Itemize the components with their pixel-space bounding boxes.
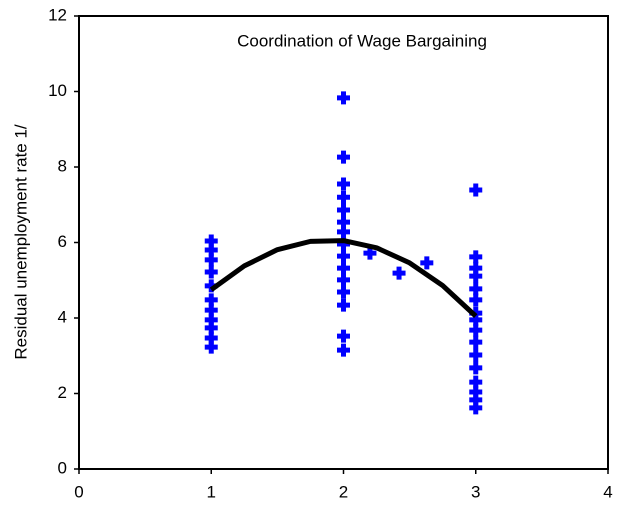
scatter-point bbox=[204, 253, 218, 267]
scatter-point bbox=[204, 234, 218, 248]
scatter-point bbox=[469, 250, 483, 264]
scatter-point bbox=[337, 203, 350, 217]
scatter-point bbox=[337, 190, 350, 204]
scatter-point bbox=[204, 279, 218, 293]
scatter-point bbox=[469, 393, 483, 407]
y-tick-label: 4 bbox=[58, 307, 67, 326]
scatter-point bbox=[392, 266, 406, 280]
scatter-point bbox=[469, 261, 483, 275]
scatter-point bbox=[337, 237, 350, 251]
scatter-point bbox=[204, 321, 218, 335]
y-axis-label: Residual unemployment rate 1/ bbox=[11, 124, 30, 360]
chart-title: Coordination of Wage Bargaining bbox=[237, 31, 487, 50]
scatter-point bbox=[469, 335, 483, 349]
scatter-point bbox=[337, 285, 350, 299]
scatter-point bbox=[469, 361, 483, 375]
scatter-point bbox=[469, 375, 483, 389]
scatter-point bbox=[204, 303, 218, 317]
y-tick-label: 6 bbox=[58, 232, 67, 251]
scatter-point bbox=[469, 293, 483, 307]
scatter-point bbox=[337, 298, 350, 312]
scatter-point bbox=[337, 261, 350, 275]
scatter-point bbox=[469, 348, 483, 362]
scatter-point bbox=[204, 293, 218, 307]
scatter-point bbox=[337, 343, 350, 357]
scatter-point bbox=[337, 249, 350, 263]
y-tick-label: 12 bbox=[48, 5, 67, 24]
x-tick-label: 3 bbox=[471, 482, 480, 501]
scatter-point bbox=[469, 313, 483, 327]
scatter-point bbox=[363, 246, 377, 260]
y-tick-label: 0 bbox=[58, 458, 67, 477]
scatter-point bbox=[337, 91, 350, 105]
scatter-point bbox=[337, 177, 350, 191]
scatter-point bbox=[469, 401, 483, 415]
scatter-point bbox=[204, 313, 218, 327]
x-tick-label: 4 bbox=[603, 482, 612, 501]
scatter-point bbox=[420, 256, 434, 270]
scatter-point bbox=[337, 225, 350, 239]
fit-curve bbox=[209, 238, 478, 318]
scatter-point bbox=[204, 331, 218, 345]
x-tick-label: 1 bbox=[207, 482, 216, 501]
scatter-point bbox=[204, 265, 218, 279]
y-tick-label: 8 bbox=[58, 156, 67, 175]
scatter-point bbox=[337, 150, 350, 164]
scatter-point bbox=[469, 385, 483, 399]
scatter-point bbox=[469, 269, 483, 283]
x-tick-label: 0 bbox=[74, 482, 83, 501]
scatter-point bbox=[337, 273, 350, 287]
scatter-point bbox=[337, 215, 350, 229]
y-tick-label: 10 bbox=[48, 81, 67, 100]
scatter-point bbox=[204, 243, 218, 257]
scatter-point bbox=[469, 183, 483, 197]
scatter-point bbox=[469, 282, 483, 296]
scatter-point bbox=[204, 340, 218, 354]
y-tick-label: 2 bbox=[58, 383, 67, 402]
x-tick-label: 2 bbox=[339, 482, 348, 501]
scatter-point bbox=[337, 329, 350, 343]
scatter-point bbox=[469, 323, 483, 337]
